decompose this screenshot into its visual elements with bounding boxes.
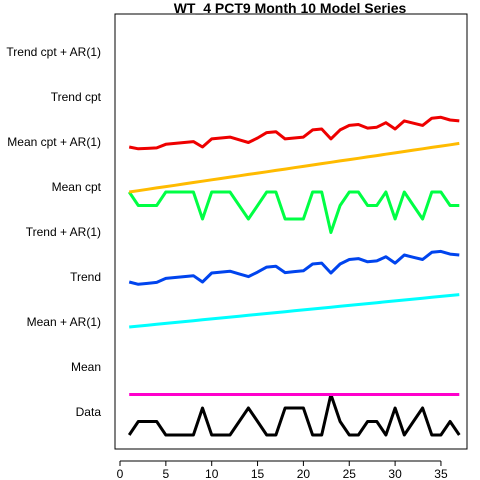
row-label-trend-cpt-ar-1: Trend cpt + AR(1) [6,45,101,59]
series-line-trend-cpt [128,141,460,194]
x-tick-label-5: 5 [163,467,170,480]
row-label-mean-cpt-ar-1: Mean cpt + AR(1) [7,135,101,149]
x-tick-label-35: 35 [434,467,448,480]
series-line-data [127,393,461,437]
row-labels: Data Mean Mean + AR(1) Trend Trend + AR(1) Me… [6,45,101,419]
row-label-mean-ar-1: Mean + AR(1) [27,315,101,329]
x-tick-label-20: 20 [297,467,311,480]
series-layer [127,115,461,437]
series-line-trend-ar-1 [128,249,460,286]
series-line-trend-cpt-ar-1 [128,115,460,151]
series-line-trend [129,293,460,329]
row-label-mean: Mean [71,360,101,374]
row-label-mean-cpt: Mean cpt [52,180,102,194]
row-label-trend-cpt: Trend cpt [51,90,102,104]
row-label-trend: Trend [70,270,101,284]
x-tick-label-25: 25 [343,467,357,480]
x-tick-label-10: 10 [205,467,219,480]
series-line-mean-cpt-ar-1 [127,190,460,234]
x-tick-label-0: 0 [117,467,124,480]
x-tick-label-30: 30 [388,467,402,480]
x-axis: 0 5 10 15 20 25 30 35 [117,460,448,480]
x-tick-label-15: 15 [251,467,265,480]
row-label-trend-ar-1: Trend + AR(1) [26,225,101,239]
plot-frame [114,13,468,450]
row-label-data: Data [76,405,102,419]
chart-title: WT_4 PCT9 Month 10 Model Series [174,0,407,16]
